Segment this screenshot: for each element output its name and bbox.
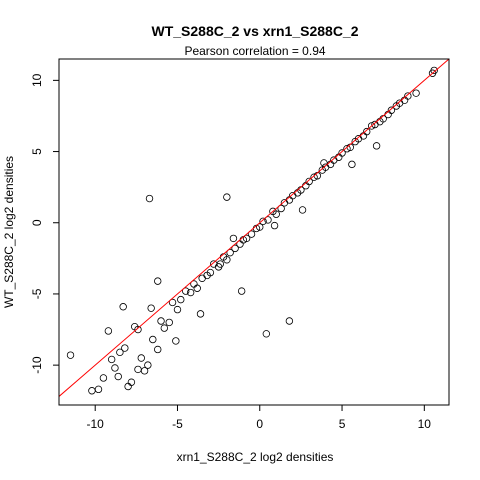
y-tick-label: -5	[30, 288, 44, 299]
data-point	[165, 318, 173, 327]
data-point	[259, 217, 267, 226]
data-point	[196, 310, 205, 318]
data-point	[157, 317, 165, 325]
data-point	[173, 305, 182, 314]
data-point	[116, 348, 124, 357]
data-point	[223, 256, 231, 264]
data-point	[104, 327, 113, 335]
data-point	[193, 284, 201, 292]
data-point	[88, 387, 96, 395]
data-point	[285, 317, 294, 325]
data-point	[262, 330, 271, 338]
data-point	[372, 142, 381, 150]
data-point	[198, 274, 206, 282]
data-point	[343, 145, 351, 153]
data-point	[247, 230, 256, 238]
data-point	[387, 106, 396, 114]
data-point	[172, 337, 180, 345]
data-point	[94, 385, 103, 394]
fit-line-layer	[59, 59, 449, 397]
data-point	[145, 194, 154, 203]
data-point	[99, 374, 108, 382]
data-point	[404, 92, 412, 100]
data-point	[134, 325, 142, 334]
data-point	[348, 160, 356, 169]
data-point	[320, 159, 328, 167]
data-point	[154, 277, 162, 285]
data-point	[223, 193, 231, 201]
chart-title: WT_S288C_2 vs xrn1_S288C_2	[151, 23, 358, 39]
data-point	[134, 365, 142, 374]
data-point	[168, 298, 177, 307]
x-axis-label: xrn1_S288C_2 log2 densities	[177, 450, 334, 464]
y-tick-label: 5	[30, 148, 44, 155]
y-tick-label: 10	[30, 73, 44, 87]
x-axis: -10 -5 0 5 10	[87, 404, 432, 431]
data-point	[256, 223, 264, 231]
data-point	[270, 221, 279, 230]
data-point	[367, 122, 376, 130]
data-point	[124, 382, 132, 391]
data-point	[186, 288, 195, 297]
data-point	[298, 206, 307, 214]
data-point	[277, 204, 285, 213]
x-tick-label: -5	[172, 417, 183, 431]
data-point	[127, 378, 136, 386]
data-point	[305, 177, 313, 186]
fit-line	[59, 59, 449, 397]
x-tick-label: 0	[256, 417, 263, 431]
data-point	[149, 335, 157, 344]
data-point	[242, 234, 251, 243]
data-point	[177, 295, 185, 304]
data-point	[216, 260, 224, 268]
data-point	[310, 173, 318, 181]
data-point	[229, 234, 238, 243]
data-point	[237, 287, 246, 295]
data-point	[182, 287, 190, 295]
points-layer	[66, 66, 438, 395]
data-point	[144, 361, 152, 369]
data-point	[154, 345, 162, 354]
data-point	[430, 66, 438, 75]
y-axis: -10 -5 0 5 10	[30, 73, 60, 374]
x-tick-label: 5	[339, 417, 346, 431]
data-point	[272, 210, 280, 218]
data-point	[226, 248, 234, 257]
data-point	[114, 372, 122, 381]
y-axis-label: WT_S288C_2 log2 densities	[2, 156, 16, 308]
data-point	[111, 364, 119, 372]
data-point	[137, 354, 145, 362]
data-point	[338, 149, 346, 157]
data-point	[206, 268, 215, 277]
data-point	[121, 344, 129, 352]
data-point	[66, 351, 75, 359]
data-point	[231, 244, 239, 253]
data-point	[412, 89, 420, 97]
data-point	[119, 303, 127, 311]
data-point	[264, 216, 272, 224]
chart-subtitle: Pearson correlation = 0.94	[184, 44, 325, 58]
y-tick-label: 0	[30, 219, 44, 226]
data-point	[107, 355, 116, 364]
data-point	[147, 304, 155, 312]
data-point	[363, 127, 371, 136]
data-point	[160, 324, 169, 332]
x-tick-label: 10	[418, 417, 432, 431]
y-tick-label: -10	[30, 356, 44, 374]
x-tick-label: -10	[87, 417, 105, 431]
